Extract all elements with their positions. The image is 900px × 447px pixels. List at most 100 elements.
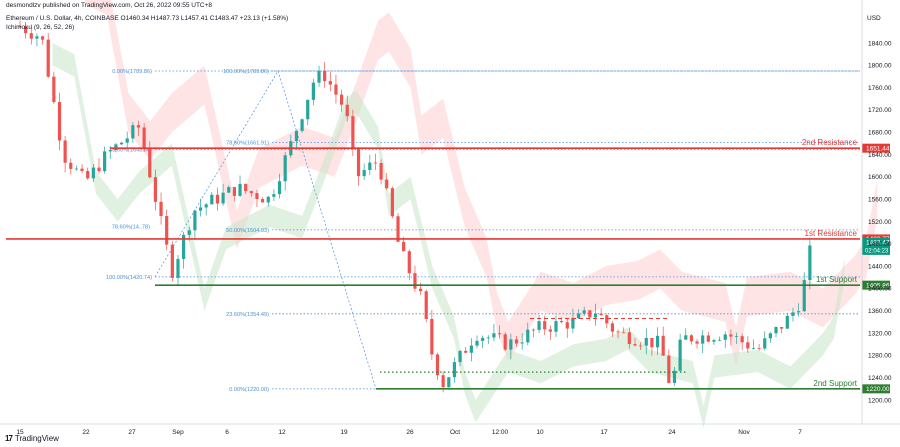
last-price-value: 1483.47 [866,239,890,246]
candle-body [407,251,411,274]
candle-body [91,167,95,179]
candle-body [672,370,677,383]
candle-body [131,125,135,139]
candle-body [373,162,378,164]
candle-body [684,335,688,340]
candle-body [311,82,315,100]
time-tick: 19 [340,429,348,436]
time-tick: 10 [536,429,544,436]
fib-level-label: 100.00%(1789.86) [223,69,269,75]
price-tick: 1400.00 [868,286,892,293]
candle-body [86,170,90,179]
price-tick: 1640.00 [868,152,892,159]
tradingview-mark-icon: 17 [5,434,13,443]
fib-level-label: 100.00%(1420.74) [106,275,152,281]
candle-body [238,183,242,196]
candle-body [142,127,146,149]
price-tick: 1680.00 [868,130,892,137]
candle-body [385,179,389,189]
level-tag-label: 1405.86 [866,282,890,289]
candle-body [232,187,236,196]
candle-body [413,273,417,289]
candle-body [768,333,772,339]
price-tick: 1520.00 [868,219,892,226]
candle-body [514,339,519,344]
candle-body [24,26,28,34]
candle-body [712,340,716,342]
candle-body [198,207,203,211]
candle-body [255,193,259,200]
candle-body [18,26,22,28]
candle-body [227,187,231,193]
candle-body [486,337,490,339]
fib-level-label: 78.60%(1661.91) [226,140,269,146]
time-tick: Sep [172,429,184,436]
time-axis: 15 22 27 Sep 6 12 19 26 Oct 12:00 10 17 24 Nov 7 [16,429,802,436]
candle-body [560,321,564,323]
fib-side-label: 78.60%(14..78) [112,225,150,231]
candle-body [520,342,524,344]
candle-body [627,332,631,345]
candle-body [526,329,530,343]
level-tag-label: 1220.00 [866,386,890,393]
candle-body [80,168,84,171]
candle-body [492,333,496,338]
candle-body [599,313,603,316]
candle-body [678,339,682,371]
candle-body [170,244,174,278]
candle-body [249,191,253,194]
indicator-line: Ichimoku (9, 26, 52, 26) [6,24,75,31]
candle-body [723,334,727,340]
level-tag-label: 1651.44 [866,145,890,152]
candle-body [57,102,62,141]
level-name: 1st Support [816,275,858,284]
symbol-line: Ethereum / U.S. Dollar, 4h, COINBASE O14… [6,15,289,22]
candle-body [785,315,789,329]
time-tick: 15 [16,429,24,436]
time-tick: 7 [798,429,802,436]
candle-body [244,183,248,192]
candle-body [125,138,129,143]
candle-body [165,216,169,245]
fib-level-label: 0.00%(1220.00) [229,387,269,393]
candle-body [441,375,445,388]
candle-body [740,336,744,343]
candle-body [356,147,361,177]
candle-body [796,311,801,313]
candle-body [616,331,620,333]
candle-body [272,194,276,197]
candle-body [802,280,806,312]
price-tick: 1200.00 [868,397,892,404]
level-name: 2nd Support [813,379,857,388]
candle-body [729,334,733,337]
price-axis: USD 1200.00 1240.00 1280.00 1320.00 1360.00 14… [0,0,900,425]
candle-body [108,149,112,152]
time-tick: 17 [600,429,608,436]
candle-body [277,181,282,195]
candle-body [746,342,750,349]
candle-body [435,354,440,376]
time-tick: 6 [225,429,229,436]
candle-body [481,337,485,341]
candle-body [300,119,304,131]
candle-body [193,210,197,231]
level-tag [862,384,890,394]
candle-body [593,313,598,318]
candle-body [210,194,214,205]
candles [18,20,812,393]
candle-body [537,321,541,330]
time-tick: Oct [450,429,460,436]
candle-body [159,201,163,217]
candle-body [136,125,141,128]
candle-body [69,162,73,169]
level-tag [862,143,890,153]
candle-body [791,312,795,316]
candle-body [294,130,299,142]
candle-body [780,327,784,329]
candle-body [182,234,186,259]
tradingview-logo[interactable]: 17 TradingView [5,434,59,443]
candle-body [63,140,67,163]
candle-body [650,337,654,348]
time-tick: 24 [668,429,676,436]
